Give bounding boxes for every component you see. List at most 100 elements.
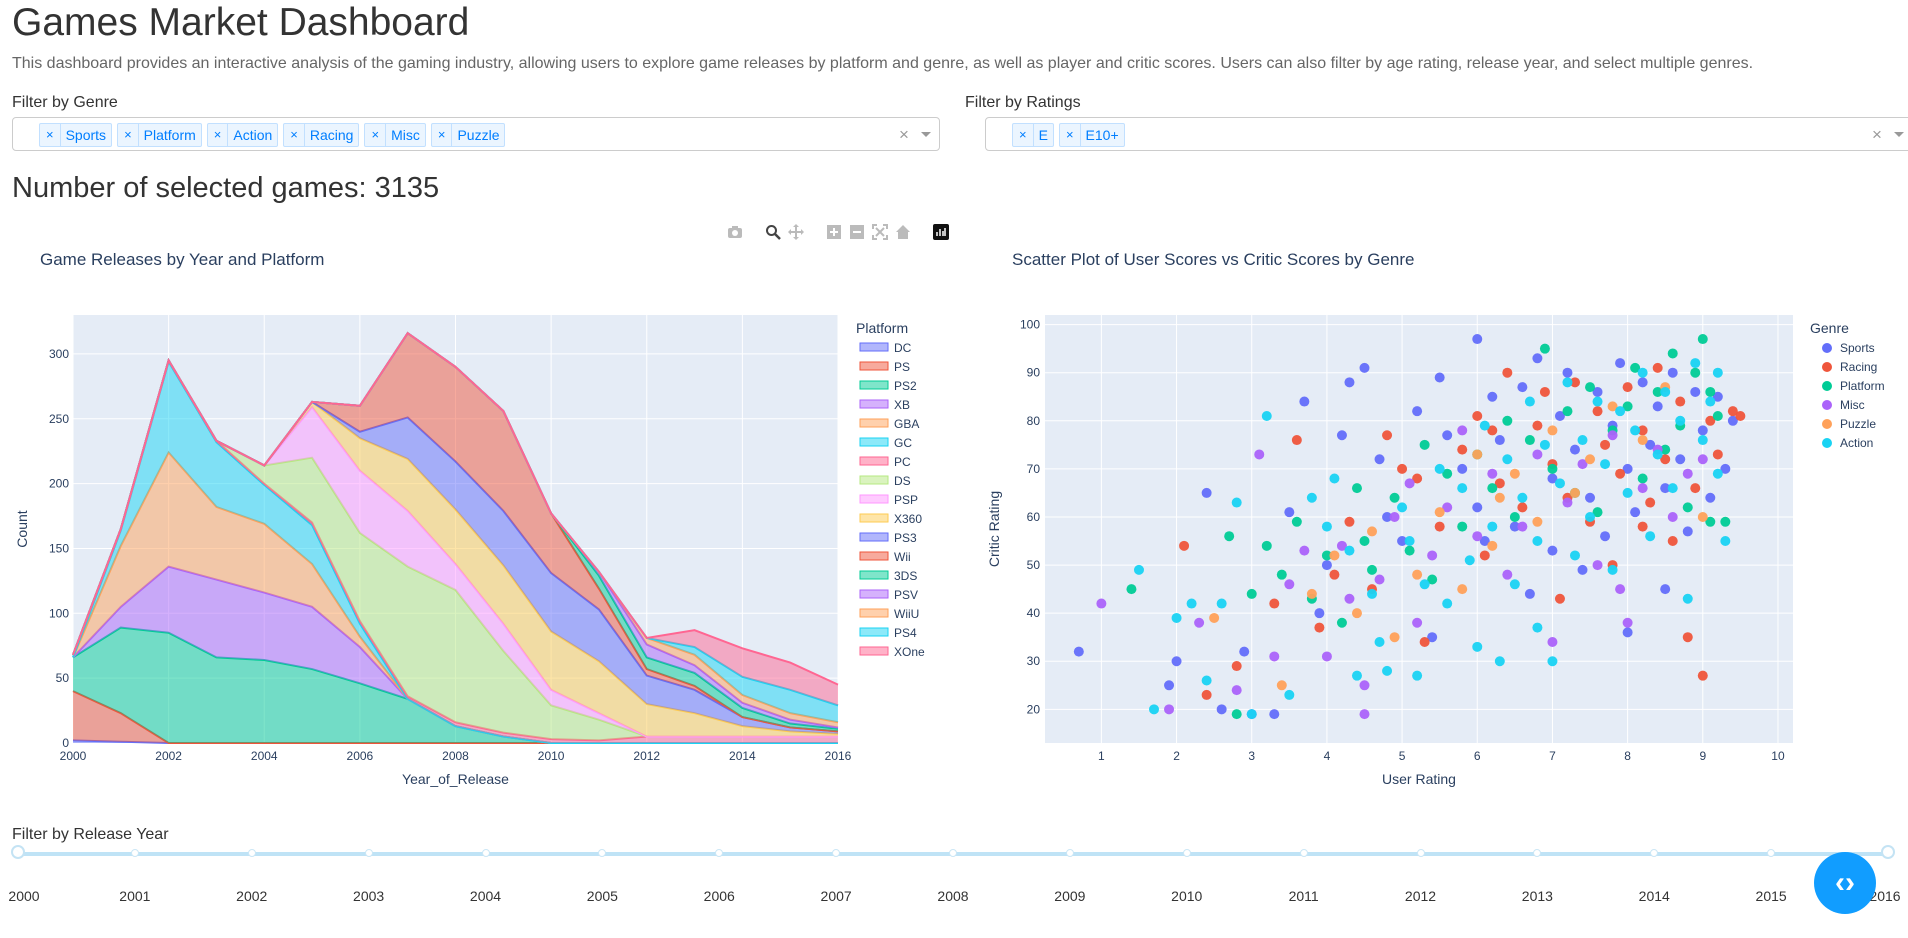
year-slider-tick-label: 2005 — [586, 888, 618, 904]
genre-chip[interactable]: × Misc — [364, 123, 426, 147]
chart-title: Game Releases by Year and Platform — [40, 250, 324, 269]
scatter-point — [1569, 377, 1580, 388]
genre-chip[interactable]: × Sports — [39, 123, 113, 147]
genre-chip[interactable]: × Action — [206, 123, 279, 147]
x-tick-label: 5 — [1399, 749, 1406, 763]
pan-icon[interactable] — [788, 224, 804, 240]
chip-remove-icon[interactable]: × — [432, 124, 453, 146]
legend-swatch — [859, 456, 889, 466]
plotly-logo-icon[interactable] — [933, 224, 949, 240]
scatter-point — [1194, 617, 1205, 628]
scatter-point — [1660, 454, 1671, 465]
year-slider-handle[interactable] — [11, 845, 25, 859]
legend-swatch — [859, 361, 889, 371]
chart-modebar — [727, 224, 949, 240]
year-slider-dot — [481, 849, 490, 857]
legend-label: Wii — [894, 550, 911, 564]
scatter-point — [1351, 670, 1362, 681]
chip-remove-icon[interactable]: × — [365, 124, 387, 146]
scatter-point — [1306, 492, 1317, 503]
scatter-point — [1652, 401, 1663, 412]
rating-chip[interactable]: × E10+ — [1058, 123, 1125, 147]
scatter-point — [1607, 430, 1618, 441]
y-tick-label: 0 — [62, 736, 69, 750]
camera-icon[interactable] — [727, 224, 743, 240]
releases-area-chart[interactable]: Game Releases by Year and Platform 0 50 100… — [0, 240, 960, 800]
scatter-point — [1660, 386, 1671, 397]
genre-filter-dropdown[interactable]: × Sports × Platform × Action × Racing × Misc × Puzz… — [12, 117, 940, 151]
year-slider-dot — [130, 849, 139, 857]
chip-remove-icon[interactable]: × — [208, 124, 229, 146]
zoom-out-icon[interactable] — [849, 224, 865, 240]
scatter-point — [1660, 483, 1671, 494]
genre-chip[interactable]: × Platform — [117, 123, 202, 147]
scatter-point — [1487, 521, 1498, 532]
scatter-point — [1171, 612, 1182, 623]
genre-chip[interactable]: × Puzzle — [430, 123, 506, 147]
scatter-point — [1554, 410, 1565, 421]
code-toggle-button[interactable]: ‹› — [1814, 852, 1876, 914]
scatter-point — [1216, 598, 1227, 609]
legend-label: PS2 — [894, 379, 917, 393]
scatter-point — [1652, 449, 1663, 460]
zoom-in-icon[interactable] — [826, 224, 842, 240]
chip-remove-icon[interactable]: × — [1013, 124, 1034, 146]
x-tick-label: 2014 — [729, 749, 756, 763]
genre-dropdown-arrow-icon[interactable] — [921, 132, 931, 137]
scatter-point — [1389, 511, 1400, 522]
scatter-point — [1344, 377, 1355, 388]
scatter-point — [1592, 386, 1603, 397]
scatter-point — [1314, 608, 1325, 619]
scatter-point — [1554, 478, 1565, 489]
scatter-point — [1434, 463, 1445, 474]
scatter-point — [1517, 382, 1528, 393]
chip-remove-icon[interactable]: × — [118, 124, 139, 146]
chip-remove-icon[interactable]: × — [40, 124, 61, 146]
scatter-point — [1336, 430, 1347, 441]
zoom-icon[interactable] — [765, 224, 781, 240]
x-tick-label: 2 — [1173, 749, 1180, 763]
scatter-point — [1344, 593, 1355, 604]
scatter-point — [1690, 358, 1701, 369]
rating-chip[interactable]: × E — [1012, 123, 1054, 147]
genre-clear-icon[interactable]: × — [899, 125, 909, 144]
year-slider-handle[interactable] — [1881, 845, 1895, 859]
year-slider-tick-label: 2000 — [8, 888, 40, 904]
chip-remove-icon[interactable]: × — [284, 124, 305, 146]
scores-scatter-chart[interactable]: Scatter Plot of User Scores vs Critic Sc… — [960, 240, 1908, 800]
scatter-point — [1284, 507, 1295, 518]
ratings-dropdown-arrow-icon[interactable] — [1894, 132, 1904, 137]
scatter-point — [1517, 521, 1528, 532]
x-tick-label: 2012 — [633, 749, 660, 763]
x-tick-label: 6 — [1474, 749, 1481, 763]
scatter-point — [1246, 709, 1257, 720]
scatter-point — [1224, 531, 1235, 542]
scatter-point — [1690, 367, 1701, 378]
scatter-point — [1231, 685, 1242, 696]
genre-chip[interactable]: × Racing — [283, 123, 360, 147]
scatter-point — [1457, 425, 1468, 436]
scatter-point — [1660, 444, 1671, 455]
reset-axes-icon[interactable] — [895, 224, 911, 240]
autoscale-icon[interactable] — [872, 224, 888, 240]
scatter-point — [1645, 439, 1656, 450]
scatter-point — [1509, 521, 1520, 532]
scatter-point — [1442, 430, 1453, 441]
scatter-point — [1502, 454, 1513, 465]
legend-marker — [1822, 419, 1832, 429]
scatter-point — [1517, 502, 1528, 513]
ratings-filter-dropdown[interactable]: × E × E10+ × — [985, 117, 1908, 151]
scatter-point — [1577, 435, 1588, 446]
year-slider-tick-label: 2013 — [1521, 888, 1553, 904]
year-slider-tick-label: 2009 — [1054, 888, 1086, 904]
year-slider-tick-label: 2008 — [937, 888, 969, 904]
scatter-point — [1231, 497, 1242, 508]
chip-remove-icon[interactable]: × — [1060, 124, 1081, 146]
y-axis-title: Count — [14, 510, 30, 547]
scatter-point — [1660, 584, 1671, 595]
scatter-point — [1359, 362, 1370, 373]
scatter-point — [1299, 396, 1310, 407]
year-slider-dot — [1767, 849, 1776, 857]
ratings-clear-icon[interactable]: × — [1872, 125, 1882, 144]
x-tick-label: 1 — [1098, 749, 1105, 763]
